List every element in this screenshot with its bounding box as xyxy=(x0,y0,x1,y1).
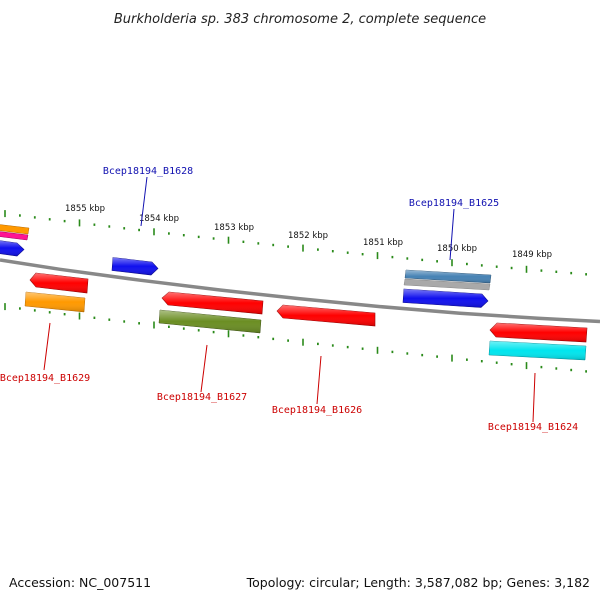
gene-shine xyxy=(277,305,375,326)
chromosome-backbone xyxy=(0,258,600,324)
scale-label: 1851 kbp xyxy=(363,238,403,248)
map-title: Burkholderia sp. 383 chromosome 2, compl… xyxy=(114,12,486,27)
gene-label: Bcep18194_B1625 xyxy=(409,198,499,209)
gene-shine xyxy=(405,270,491,283)
gene-shine xyxy=(30,273,88,293)
scale-label: 1853 kbp xyxy=(214,223,254,233)
gene-shine xyxy=(489,341,586,360)
gene-label: Bcep18194_B1628 xyxy=(103,166,193,177)
gene-label: Bcep18194_B1624 xyxy=(488,422,578,433)
gene-bcep18194-b1627[interactable]: Bcep18194_B1627 xyxy=(157,291,264,403)
genome-summary-text: Topology: circular; Length: 3,587,082 bp… xyxy=(246,575,590,590)
inner-tick-ring xyxy=(4,303,587,373)
outer-tick-ring xyxy=(4,210,587,276)
scale-label: 1855 kbp xyxy=(65,204,105,214)
scale-label: 1849 kbp xyxy=(512,250,552,260)
gene-bcep18194-b1626[interactable]: Bcep18194_B1626 xyxy=(272,304,376,416)
gene-olive-reverse[interactable] xyxy=(158,309,262,334)
gene-shine xyxy=(403,289,488,308)
gene-cyan-reverse[interactable] xyxy=(488,340,587,361)
label-leader xyxy=(140,176,148,227)
gene-shine xyxy=(162,292,263,314)
label-leader xyxy=(43,322,51,371)
gene-shine xyxy=(490,323,587,342)
gene-label: Bcep18194_B1627 xyxy=(157,392,247,403)
gene-shine xyxy=(159,310,261,333)
accession-text: Accession: NC_007511 xyxy=(9,575,151,590)
label-leader xyxy=(316,355,322,405)
gene-box[interactable] xyxy=(0,231,29,241)
scale-labels: 1855 kbp 1854 kbp 1853 kbp 1852 kbp 1851… xyxy=(65,204,552,260)
gene-bcep18194-b1628[interactable]: Bcep18194_B1628 xyxy=(103,166,193,276)
label-leader xyxy=(200,344,208,393)
gene-bcep18194-b1624[interactable]: Bcep18194_B1624 xyxy=(488,322,588,433)
gene-box[interactable] xyxy=(0,224,30,235)
gene-shine xyxy=(0,240,24,256)
gene-gray-stack[interactable] xyxy=(403,278,491,291)
scale-label: 1850 kbp xyxy=(437,244,477,254)
gene-bcep18194-b1625[interactable]: Bcep18194_B1625 xyxy=(402,198,499,308)
gene-label: Bcep18194_B1629 xyxy=(0,373,90,384)
gene-label: Bcep18194_B1626 xyxy=(272,405,362,416)
label-leader xyxy=(532,372,536,423)
label-leader xyxy=(449,208,455,261)
scale-label: 1852 kbp xyxy=(288,231,328,241)
gene-shine xyxy=(112,257,158,275)
scale-label: 1854 kbp xyxy=(139,214,179,224)
gene-pink-left-edge[interactable] xyxy=(0,231,29,241)
gene-box[interactable] xyxy=(403,278,491,291)
gene-forward-left-edge[interactable] xyxy=(0,240,25,257)
gene-bcep18194-b1629[interactable]: Bcep18194_B1629 xyxy=(0,272,90,384)
gene-orange-reverse[interactable] xyxy=(24,291,86,313)
gene-shine xyxy=(25,292,85,312)
gene-steelblue-stack[interactable] xyxy=(404,269,492,284)
gene-orange-left-edge[interactable] xyxy=(0,224,30,235)
